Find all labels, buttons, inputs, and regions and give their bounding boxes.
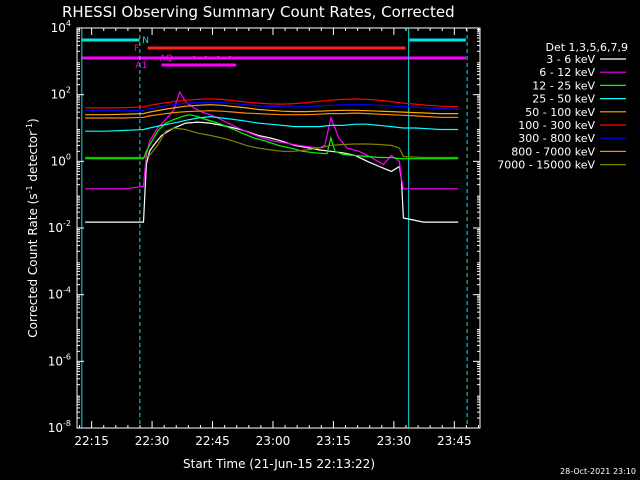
flare-label: F	[134, 44, 139, 54]
legend-label: 800 - 7000 keV	[511, 145, 595, 158]
aq-dot	[204, 56, 207, 58]
series-line-4	[85, 115, 459, 132]
series-line-1	[85, 121, 459, 223]
aq-dot	[229, 56, 232, 58]
legend-label: 6 - 12 keV	[539, 66, 595, 79]
y-axis-label: Corrected Count Rate (s-1 detector-1)	[25, 118, 40, 337]
series-line-7	[85, 101, 459, 112]
tick-layer: 22:15 22:30 22:45 23:00 23:15 23:30 23:45 104 10…	[48, 19, 480, 448]
y-tick-label: 10-2	[48, 219, 71, 235]
x-tick-label: 23:45	[437, 434, 472, 448]
x-tick-label: 23:30	[377, 434, 412, 448]
x-tick-label: 23:15	[316, 434, 351, 448]
series-line-5	[85, 104, 459, 116]
legend-label: 25 - 50 keV	[532, 93, 595, 106]
y-tick-label: 104	[51, 19, 71, 35]
y-tick-label: 100	[51, 152, 71, 168]
legend-label: 12 - 25 keV	[532, 79, 595, 92]
y-tick-label: 102	[51, 86, 71, 102]
series-layer	[85, 90, 459, 223]
legend-label: 50 - 100 keV	[525, 106, 595, 119]
series-line-6	[85, 98, 459, 109]
instrument-status-bars: NF AQ A1	[81, 28, 468, 428]
aq-dot	[217, 56, 220, 58]
x-tick-label: 23:00	[256, 434, 291, 448]
y-tick-label: 10-6	[48, 352, 71, 368]
legend-label: 3 - 6 keV	[546, 53, 595, 66]
legend-label: 7000 - 15000 keV	[497, 159, 595, 172]
date-stamp: 28-Oct-2021 23:10	[560, 467, 636, 476]
night-label: N	[142, 36, 149, 46]
aq-label: AQ	[160, 54, 173, 64]
legend-header: Det 1,3,5,6,7,9	[545, 41, 628, 54]
x-tick-label: 22:30	[135, 434, 170, 448]
plot-area	[76, 27, 481, 429]
plot-frame	[76, 27, 481, 429]
x-tick-label: 22:45	[195, 434, 230, 448]
series-line-9	[85, 127, 459, 159]
y-tick-label: 10-4	[48, 286, 71, 302]
x-axis-label: Start Time (21-Jun-15 22:13:22)	[183, 457, 375, 471]
chart-title: RHESSI Observing Summary Count Rates, Co…	[62, 3, 455, 21]
a1-label: A1	[135, 61, 147, 71]
x-tick-label: 22:15	[74, 434, 109, 448]
legend-label: 100 - 300 keV	[518, 119, 595, 132]
y-tick-label: 10-8	[48, 419, 71, 435]
aq-dot	[192, 56, 195, 58]
series-line-8	[85, 110, 459, 119]
legend-label: 300 - 800 keV	[518, 132, 595, 145]
series-line-3	[85, 114, 459, 160]
